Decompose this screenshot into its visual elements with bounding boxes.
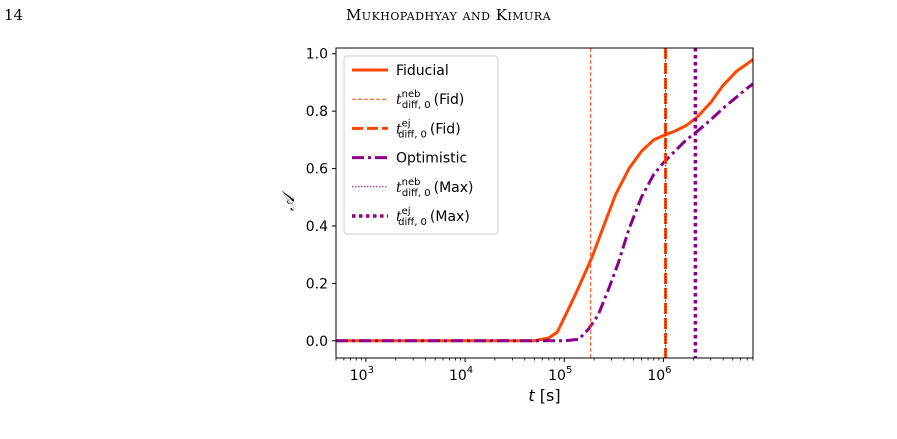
- legend-label: Optimistic: [396, 151, 467, 167]
- legend-label: tneb diff, 0 (Fid): [396, 89, 464, 111]
- x-tick-label: 106: [647, 365, 671, 384]
- y-tick-label: 0.4: [306, 219, 328, 235]
- running-head: Mukhopadhyay and Kimura: [345, 6, 552, 24]
- legend-label: tej diff, 0 (Fid): [396, 118, 461, 140]
- legend-box: [343, 55, 499, 235]
- y-tick-label: 0.2: [306, 276, 328, 292]
- y-tick-label: 1.0: [306, 47, 328, 63]
- y-axis-label: 𝒜: [279, 190, 299, 211]
- legend-label: tneb diff, 0 (Max): [396, 177, 474, 199]
- x-tick-label: 105: [548, 365, 572, 384]
- x-tick-label: 104: [449, 365, 473, 384]
- legend-label: Fiducial: [396, 63, 449, 79]
- y-tick-label: 0.0: [306, 334, 328, 350]
- x-tick-label: 103: [350, 365, 374, 384]
- legend-label: tej diff, 0 (Max): [396, 206, 470, 228]
- plot-frame: [335, 47, 754, 359]
- y-tick-label: 0.8: [306, 104, 328, 120]
- y-tick-label: 0.6: [306, 162, 328, 178]
- page-number: 14: [4, 6, 24, 24]
- x-axis-label: t [s]: [528, 386, 560, 405]
- series-line-fiducial: [336, 58, 753, 343]
